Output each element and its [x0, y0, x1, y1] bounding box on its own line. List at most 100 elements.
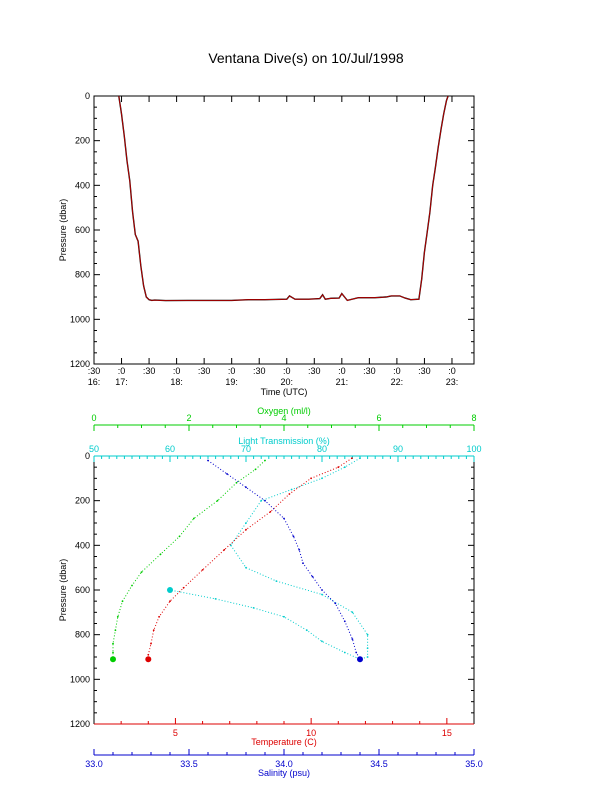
- light-point: [321, 640, 323, 643]
- salinity-point: [321, 589, 323, 591]
- x-tick-label-minutes: :30: [88, 366, 101, 376]
- oxygen-tick-label: 4: [281, 413, 286, 423]
- oxygen-point: [235, 481, 238, 484]
- temperature-point: [337, 466, 340, 469]
- oxygen-axis-label: Oxygen (ml/l): [257, 406, 311, 416]
- oxygen-point: [264, 459, 266, 462]
- y-tick-label: 400: [75, 540, 90, 550]
- x-tick-label-minutes: :30: [198, 366, 211, 376]
- light-tick-label: 100: [466, 444, 481, 454]
- salinity-bottom-cluster: [357, 656, 363, 663]
- light-bottom-cluster: [167, 587, 173, 593]
- salinity-tick-label: 35.0: [465, 759, 483, 769]
- x-tick-label-minutes: :30: [418, 366, 431, 376]
- temperature-point: [245, 528, 247, 531]
- x-tick-label-minutes: :0: [283, 366, 291, 376]
- y-tick-label: 600: [75, 585, 90, 595]
- oxygen-point: [131, 584, 133, 587]
- salinity-point: [355, 651, 358, 654]
- salinity-point: [226, 473, 228, 475]
- x-tick-label-minutes: :0: [118, 366, 126, 376]
- depth-trace: [118, 95, 449, 302]
- light-point: [283, 615, 285, 618]
- light-point: [275, 580, 278, 582]
- x-tick-label-hours: 17:: [115, 377, 128, 387]
- chart-title: Ventana Dive(s) on 10/Jul/1998: [208, 50, 404, 66]
- light-point: [366, 633, 369, 636]
- salinity-point: [302, 562, 304, 565]
- salinity-point: [264, 499, 266, 502]
- oxygen-point: [121, 600, 124, 603]
- salinity-point: [292, 535, 295, 538]
- salinity-tick-label: 34.0: [275, 759, 293, 769]
- temperature-bottom-cluster: [145, 656, 152, 663]
- salinity-axis-label: Salinity (psu): [258, 768, 310, 778]
- oxygen-point: [140, 571, 143, 573]
- x-tick-label-minutes: :30: [308, 366, 321, 376]
- x-axis-label: Time (UTC): [261, 387, 308, 397]
- x-tick-label-minutes: :30: [143, 366, 156, 376]
- oxygen-point: [116, 615, 119, 618]
- x-tick-label-hours: 21:: [336, 377, 349, 387]
- oxygen-point: [192, 517, 195, 520]
- light-point: [305, 629, 308, 632]
- x-tick-label-minutes: :0: [338, 366, 346, 376]
- light-point: [245, 522, 247, 524]
- light-axis-label: Light Transmission (%): [238, 436, 330, 446]
- temperature-point: [269, 510, 272, 513]
- light-point: [343, 466, 346, 469]
- y-tick-label: 200: [75, 496, 90, 506]
- temperature-tick-label: 15: [442, 728, 452, 738]
- light-profile: [169, 457, 369, 660]
- temperature-point: [182, 586, 185, 589]
- light-point: [245, 566, 247, 569]
- salinity-point: [343, 620, 346, 623]
- light-tick-label: 70: [241, 444, 251, 454]
- temperature-tick-label: 10: [306, 728, 316, 738]
- temperature-point: [201, 569, 204, 571]
- y-tick-label: 400: [75, 180, 90, 190]
- temperature-profile: [147, 457, 353, 660]
- light-point: [359, 457, 361, 460]
- y-axis-label: Pressure (dbar): [58, 199, 68, 262]
- oxygen-point: [114, 629, 117, 632]
- y-tick-label: 0: [85, 91, 90, 101]
- x-tick-label-minutes: :0: [228, 366, 236, 376]
- light-point: [260, 499, 263, 502]
- temperature-point: [310, 477, 312, 480]
- x-tick-label-minutes: :30: [253, 366, 266, 376]
- oxygen-tick-label: 2: [186, 413, 191, 423]
- y-tick-label: 800: [75, 630, 90, 640]
- light-point: [321, 477, 323, 480]
- oxygen-profile: [112, 460, 266, 660]
- salinity-point: [351, 638, 354, 640]
- light-point: [321, 593, 323, 596]
- light-point: [252, 607, 255, 609]
- oxygen-point: [178, 535, 181, 538]
- x-tick-label-hours: 23:: [446, 377, 459, 387]
- light-point: [366, 647, 369, 649]
- x-tick-label-hours: 16:: [88, 377, 101, 387]
- x-tick-label-hours: 22:: [391, 377, 404, 387]
- y-tick-label: 1000: [70, 314, 90, 324]
- temperature-point: [150, 642, 152, 645]
- salinity-point: [334, 602, 337, 605]
- light-point: [351, 611, 354, 614]
- oxygen-tick-label: 6: [376, 413, 381, 423]
- x-tick-label-hours: 20:: [280, 377, 293, 387]
- y-tick-label: 200: [75, 136, 90, 146]
- light-tick-label: 80: [317, 444, 327, 454]
- oxygen-point: [159, 553, 162, 556]
- salinity-point: [283, 517, 285, 520]
- x-tick-label-minutes: :0: [393, 366, 401, 376]
- salinity-tick-label: 33.0: [85, 759, 103, 769]
- x-tick-label-hours: 19:: [225, 377, 238, 387]
- oxygen-tick-label: 0: [91, 413, 96, 423]
- light-tick-label: 90: [393, 444, 403, 454]
- temperature-tick-label: 5: [173, 728, 178, 738]
- light-point: [290, 488, 293, 491]
- x-tick-label-hours: 18:: [170, 377, 183, 387]
- x-tick-label-minutes: :30: [363, 366, 376, 376]
